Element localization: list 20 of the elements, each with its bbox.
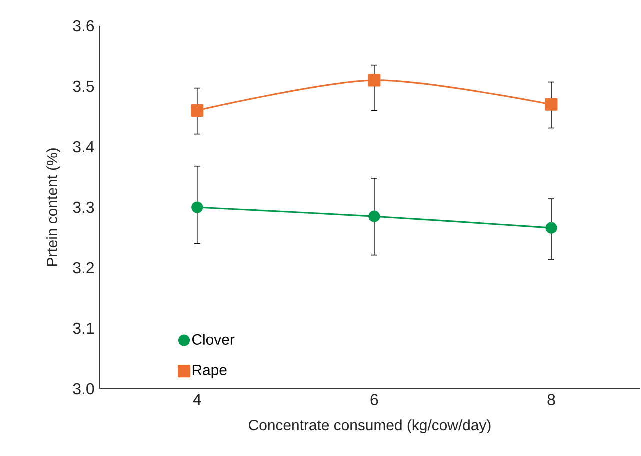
legend-label: Clover (192, 334, 235, 345)
legend-label: Rape (192, 365, 227, 378)
y-tick-label: 3.5 (73, 80, 94, 92)
y-axis-title: Prtein content (%) (46, 148, 61, 266)
y-tick-label: 3.2 (73, 262, 94, 274)
point (368, 210, 380, 222)
point (191, 104, 204, 117)
point (368, 74, 381, 87)
x-tick-label: 6 (370, 394, 378, 406)
y-tick-label: 3.3 (73, 202, 94, 214)
y-tick-label: 3.4 (73, 141, 94, 153)
x-axis-title: Concentrate consumed (kg/cow/day) (249, 420, 491, 434)
x-tick-label: 8 (548, 394, 556, 406)
y-tick-label: 3.0 (73, 383, 94, 395)
point (546, 222, 558, 234)
point (545, 98, 558, 111)
y-tick-label: 3.1 (73, 322, 94, 334)
y-tick-label: 3.6 (73, 20, 94, 32)
point (192, 202, 204, 214)
x-tick-label: 4 (193, 394, 202, 406)
